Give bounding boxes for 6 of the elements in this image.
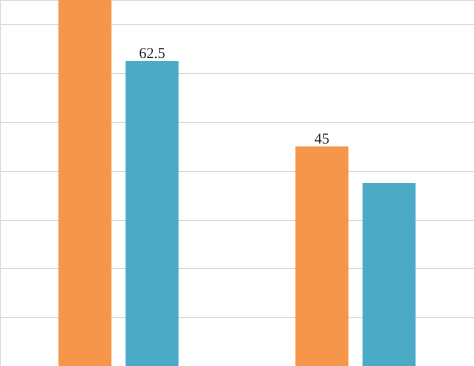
data-label: 62.5 — [138, 46, 166, 62]
bar — [126, 61, 179, 366]
data-label: 45 — [314, 131, 330, 148]
bar — [362, 183, 416, 366]
bar — [295, 146, 348, 366]
bar — [58, 0, 112, 366]
